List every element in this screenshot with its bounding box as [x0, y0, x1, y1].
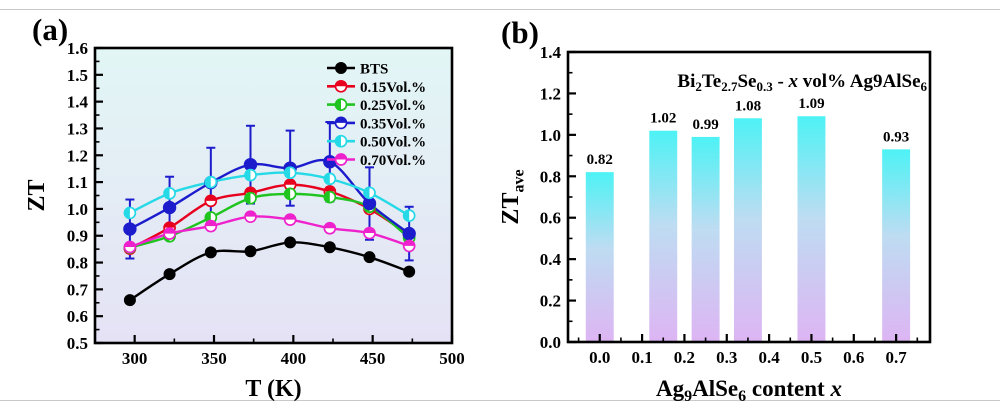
panel-a-line-chart: 300 350 400 450 500 0.5 0.6 0.7 0.8 0.9 1.0 1.1 1.2 1… — [24, 39, 465, 402]
y-tick-label: 1.4 — [540, 43, 562, 62]
bar-value-label: 0.99 — [692, 117, 718, 133]
y-axis-label: ZT — [24, 179, 50, 211]
plot-frame — [566, 50, 932, 344]
x-tick-label: 0.2 — [674, 348, 695, 367]
legend-label: 0.70Vol.% — [360, 153, 426, 169]
panel-b-label: (b) — [501, 15, 539, 50]
bar-x0.93 — [882, 149, 911, 342]
x-tick-label: 500 — [439, 349, 465, 368]
bar-x1.02 — [649, 130, 678, 342]
y-tick-label: 1.0 — [67, 200, 88, 219]
bar-value-label: 1.08 — [735, 98, 761, 114]
bar-x1.09 — [797, 116, 826, 342]
y-axis-label: ZTave — [500, 169, 527, 224]
y-tick-label: 1.5 — [67, 66, 88, 85]
bottom-rule — [0, 400, 1000, 401]
x-tick-label: 0.5 — [801, 348, 822, 367]
y-tick-label: 1.4 — [67, 93, 89, 112]
legend-label: 0.25Vol.% — [360, 98, 426, 114]
legend-label: 0.50Vol.% — [360, 135, 426, 151]
y-tick-label: 0.0 — [540, 333, 561, 352]
y-tick-label: 0.4 — [540, 250, 562, 269]
y-tick-label: 1.2 — [67, 146, 88, 165]
legend-label: 0.35Vol.% — [360, 116, 426, 132]
plot-frame — [93, 46, 454, 345]
x-tick-label: 0.6 — [843, 348, 864, 367]
bars: 0.82 1.02 0.99 1.08 1.09 0.93 — [585, 96, 911, 343]
legend-label: 0.15Vol.% — [360, 80, 426, 96]
panel-b-bar-chart: 0.821.02 0.991.08 1.090.930.0 0.1 0.2 0.3 0.4 0… — [500, 43, 932, 405]
chart-title: Bi2Te2.7Se0.3 - x vol% Ag9AlSe6 — [677, 71, 927, 94]
top-rule — [0, 9, 1000, 10]
y-tick-label: 1.6 — [67, 39, 88, 58]
x-tick-label: 0.3 — [716, 348, 737, 367]
y-tick-label: 1.0 — [540, 126, 561, 145]
y-tick-label: 0.8 — [540, 167, 561, 186]
y-tick-label: 1.3 — [67, 119, 88, 138]
x-tick-label: 0.7 — [886, 348, 908, 367]
x-tick-label: 0.0 — [589, 348, 610, 367]
bar-x1.08 — [733, 118, 762, 343]
axes: 0.0 0.1 0.2 0.3 0.4 0.5 0.6 0.7 0.0 0.2 0.4 0.6 0.8 1… — [540, 43, 919, 367]
y-tick-label: 0.2 — [540, 292, 561, 311]
bar-value-label: 0.93 — [883, 129, 909, 145]
bar-value-label: 1.02 — [650, 111, 676, 127]
y-tick-label: 0.6 — [67, 307, 88, 326]
legend: BTS 0.15Vol.% 0.25Vol.% 0.35Vol.% 0.50Vol.% 0… — [327, 62, 426, 169]
x-axis-label: Ag9AlSe6 content x — [656, 376, 842, 405]
panel-a-label: (a) — [32, 12, 69, 47]
y-tick-label: 0.9 — [67, 227, 88, 246]
bar-x0.82 — [585, 172, 614, 342]
y-tick-label: 0.8 — [67, 254, 88, 273]
y-tick-label: 1.1 — [67, 173, 88, 192]
x-tick-label: 350 — [201, 349, 227, 368]
bar-value-label: 0.82 — [587, 152, 613, 168]
bar-value-label: 1.09 — [798, 96, 824, 112]
legend-label: BTS — [360, 62, 388, 78]
y-tick-label: 0.5 — [67, 334, 88, 353]
y-tick-label: 0.7 — [67, 280, 89, 299]
series-markers — [123, 155, 416, 307]
y-tick-label: 1.2 — [540, 84, 561, 103]
x-tick-label: 450 — [360, 349, 386, 368]
x-tick-label: 0.4 — [758, 348, 780, 367]
x-tick-label: 400 — [281, 349, 307, 368]
bar-x0.99 — [691, 136, 720, 342]
x-tick-label: 300 — [122, 349, 148, 368]
axes: 300 350 400 450 500 0.5 0.6 0.7 0.8 0.9 1.0 1.1 1.2 1… — [67, 39, 465, 368]
x-tick-label: 0.1 — [631, 348, 652, 367]
x-axis-label: T (K) — [245, 376, 301, 402]
y-tick-label: 0.6 — [540, 209, 561, 228]
